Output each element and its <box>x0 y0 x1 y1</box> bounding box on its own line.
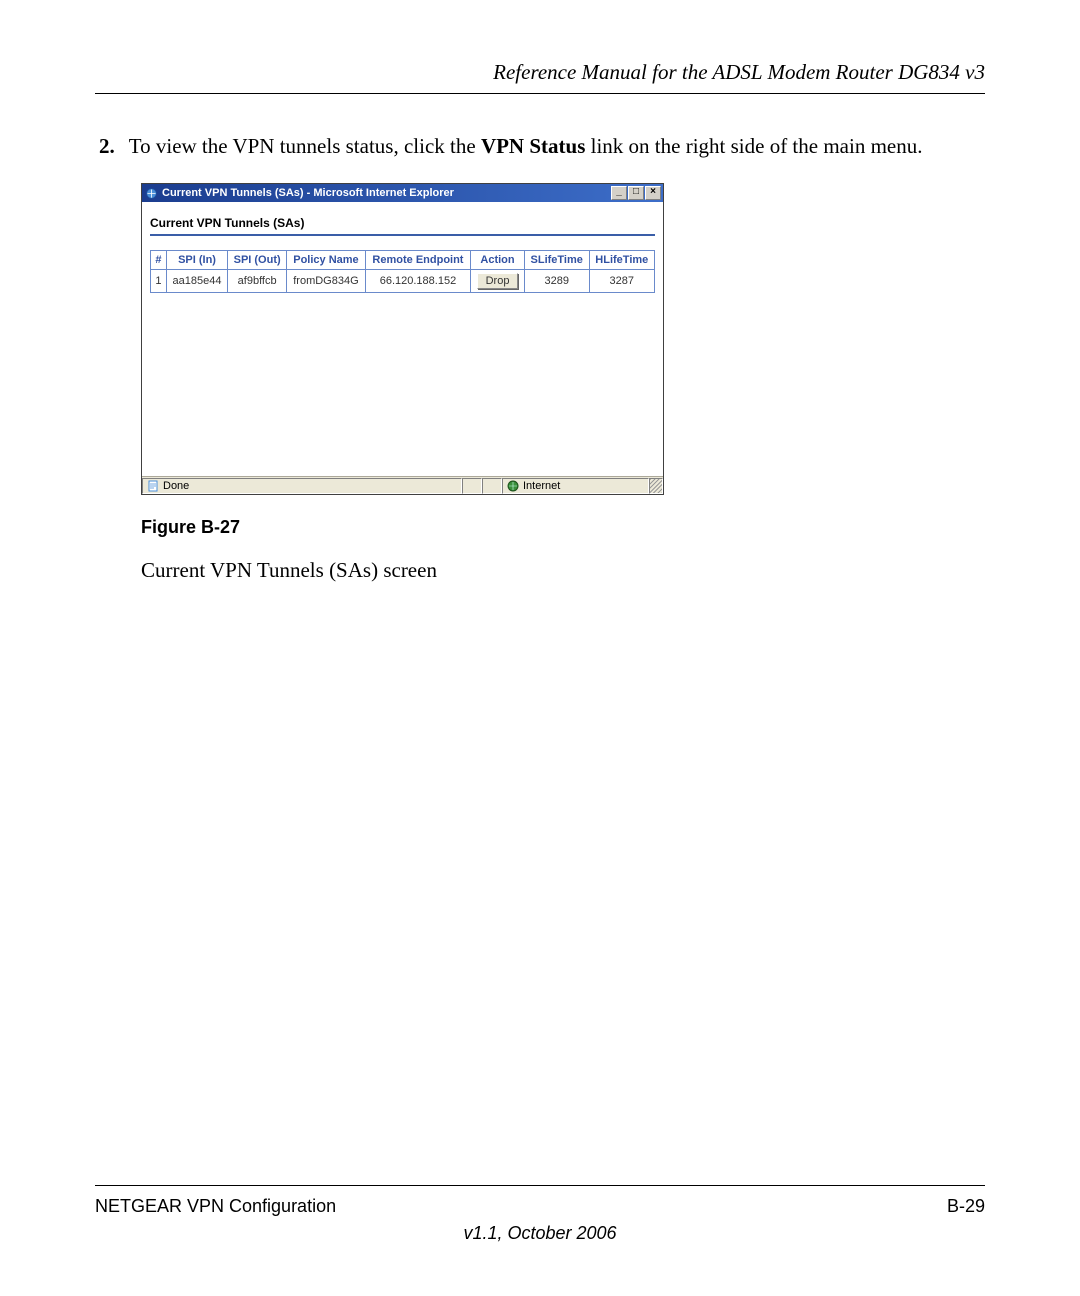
footer-page: B-29 <box>947 1196 985 1217</box>
minimize-button[interactable]: _ <box>611 186 627 200</box>
ie-icon <box>145 187 158 200</box>
page-footer: NETGEAR VPN Configuration B-29 v1.1, Oct… <box>95 1185 985 1244</box>
table-header-row: # SPI (In) SPI (Out) Policy Name Remote … <box>151 251 655 270</box>
cell-spi-out: af9bffcb <box>228 270 287 293</box>
status-cell-empty1 <box>462 478 482 494</box>
instruction-step: 2. To view the VPN tunnels status, click… <box>95 134 985 159</box>
cell-hlife: 3287 <box>589 270 654 293</box>
internet-zone-icon <box>507 480 519 492</box>
page-icon <box>147 480 159 492</box>
col-policy: Policy Name <box>287 251 365 270</box>
col-action: Action <box>471 251 525 270</box>
step-text-before: To view the VPN tunnels status, click th… <box>129 134 481 158</box>
cell-endpoint: 66.120.188.152 <box>365 270 471 293</box>
table-row: 1 aa185e44 af9bffcb fromDG834G 66.120.18… <box>151 270 655 293</box>
cell-action: Drop <box>471 270 525 293</box>
status-cell-empty2 <box>482 478 502 494</box>
window-titlebar: Current VPN Tunnels (SAs) - Microsoft In… <box>142 184 663 202</box>
footer-section: NETGEAR VPN Configuration <box>95 1196 336 1217</box>
col-slife: SLifeTime <box>524 251 589 270</box>
status-done: Done <box>142 478 462 494</box>
maximize-button[interactable]: □ <box>628 186 644 200</box>
cell-slife: 3289 <box>524 270 589 293</box>
step-text-after: link on the right side of the main menu. <box>585 134 922 158</box>
step-number: 2. <box>99 134 115 159</box>
vpn-tunnels-table: # SPI (In) SPI (Out) Policy Name Remote … <box>150 250 655 293</box>
footer-version: v1.1, October 2006 <box>95 1223 985 1244</box>
header-title: Reference Manual for the ADSL Modem Rout… <box>95 60 985 94</box>
resize-grip[interactable] <box>649 478 663 494</box>
drop-button[interactable]: Drop <box>477 273 519 289</box>
cell-num: 1 <box>151 270 167 293</box>
window-statusbar: Done Internet <box>142 476 663 494</box>
col-num: # <box>151 251 167 270</box>
status-zone: Internet <box>502 478 649 494</box>
col-hlife: HLifeTime <box>589 251 654 270</box>
status-done-text: Done <box>163 480 189 492</box>
status-zone-text: Internet <box>523 480 560 492</box>
cell-spi-in: aa185e44 <box>166 270 227 293</box>
step-text-bold: VPN Status <box>481 134 585 158</box>
col-endpoint: Remote Endpoint <box>365 251 471 270</box>
screenshot-figure: Current VPN Tunnels (SAs) - Microsoft In… <box>141 183 985 495</box>
cell-policy: fromDG834G <box>287 270 365 293</box>
col-spi-out: SPI (Out) <box>228 251 287 270</box>
col-spi-in: SPI (In) <box>166 251 227 270</box>
window-title: Current VPN Tunnels (SAs) - Microsoft In… <box>162 187 611 199</box>
figure-description: Current VPN Tunnels (SAs) screen <box>141 558 985 583</box>
close-button[interactable]: × <box>645 186 661 200</box>
figure-caption: Figure B-27 <box>141 517 985 538</box>
step-text: To view the VPN tunnels status, click th… <box>129 134 923 159</box>
panel-heading: Current VPN Tunnels (SAs) <box>150 216 655 236</box>
window-client-area: Current VPN Tunnels (SAs) # SPI (In) SPI… <box>142 202 663 476</box>
ie-window: Current VPN Tunnels (SAs) - Microsoft In… <box>141 183 664 495</box>
